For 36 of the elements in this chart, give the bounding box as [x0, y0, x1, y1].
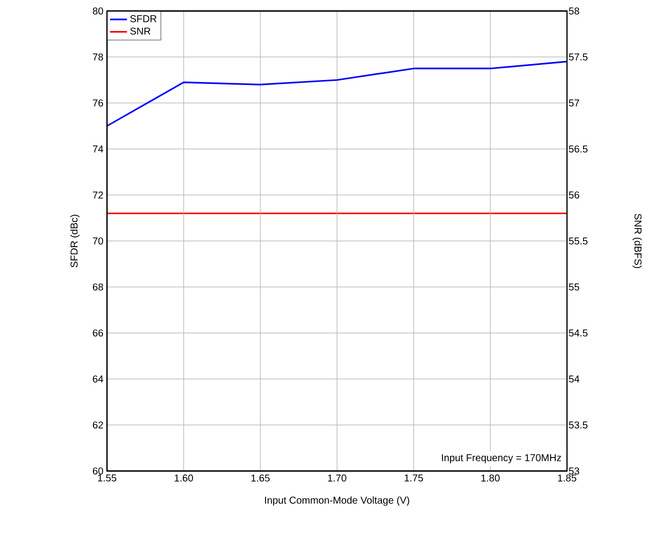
x-tick-label: 1.70 — [328, 474, 346, 482]
y-tick-label: 76 — [92, 99, 104, 107]
y-tick-label: 68 — [92, 283, 104, 291]
y2-tick-label: 53.5 — [568, 421, 588, 429]
x-axis-title: Input Common-Mode Voltage (V) — [265, 496, 410, 506]
legend-label: SNR — [130, 28, 150, 35]
annotation: Input Frequency = 170MHz — [442, 454, 561, 464]
y2-tick-label: 56 — [568, 191, 580, 199]
y-tick-label: 64 — [92, 375, 104, 383]
y2-tick-label: 58 — [568, 7, 580, 15]
x-tick-label: 1.65 — [251, 474, 270, 482]
y2-tick-label: 55 — [568, 284, 580, 290]
y-tick-label: 72 — [92, 192, 103, 198]
line-series — [107, 60, 568, 127]
y2-tick-label: 57 — [568, 100, 580, 106]
y-tick-label: 70 — [92, 237, 104, 245]
y-tick-label: 78 — [92, 53, 104, 61]
x-tick-label: 1.80 — [481, 474, 500, 482]
y-tick-label: 66 — [92, 329, 104, 337]
y2-tick-label: 54 — [568, 376, 580, 382]
legend-label: SFDR — [130, 15, 156, 22]
y2-axis-title: SNR (dBFS) — [632, 214, 642, 268]
y2-tick-label: 57.5 — [568, 54, 588, 60]
y2-tick-label: 53 — [568, 467, 580, 475]
y2-tick-label: 54.5 — [568, 330, 588, 336]
y-axis-title: SFDR (dBc) — [70, 214, 80, 268]
x-tick-label: 1.75 — [404, 474, 423, 482]
x-tick-label: 1.55 — [98, 474, 116, 482]
y2-tick-label: 56.5 — [568, 145, 588, 153]
y-tick-label: 60 — [92, 467, 104, 475]
x-tick-label: 1.85 — [558, 474, 576, 482]
y-tick-label: 74 — [92, 146, 104, 152]
y2-tick-label: 55.5 — [568, 238, 588, 244]
x-tick-label: 1.60 — [174, 474, 193, 482]
y-tick-label: 80 — [92, 7, 104, 15]
y-tick-label: 62 — [92, 421, 103, 429]
